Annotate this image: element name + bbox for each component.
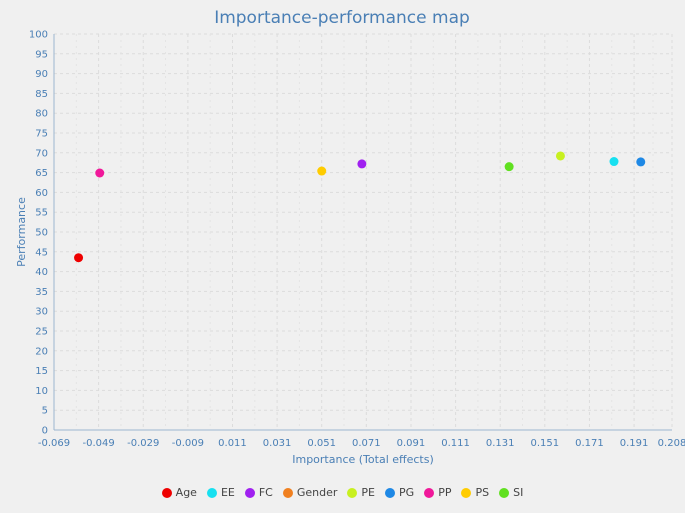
y-axis-title: Performance — [15, 197, 28, 267]
legend-item-pp[interactable]: PP — [424, 486, 451, 499]
legend-marker — [244, 487, 255, 498]
point-ee[interactable] — [609, 157, 619, 167]
x-tick-label: 0.151 — [531, 438, 560, 449]
legend-label: Gender — [296, 486, 338, 499]
x-tick-label: 0.031 — [263, 438, 292, 449]
y-tick-label: 65 — [35, 168, 48, 179]
scatter-chart: Importance-performance map 0 5 10 15 20 25 30 3… — [15, 8, 685, 466]
x-tick-label: 0.171 — [575, 438, 604, 449]
y-tick-label: 85 — [35, 89, 48, 100]
legend-marker — [499, 487, 510, 498]
y-tick-label: 55 — [35, 208, 48, 219]
legend-item-fc[interactable]: FC — [244, 486, 273, 499]
y-tick-label: 75 — [35, 129, 48, 140]
y-tick-label: 40 — [35, 267, 48, 278]
grid — [53, 33, 673, 431]
y-tick-label: 45 — [35, 247, 48, 258]
legend-item-age[interactable]: Age — [161, 486, 197, 499]
legend-marker — [206, 487, 217, 498]
legend-label: PE — [361, 486, 376, 499]
x-tick-label: 0.191 — [620, 438, 649, 449]
y-tick-label: 90 — [35, 69, 48, 80]
y-tick-label: 60 — [35, 188, 48, 199]
legend-item-pg[interactable]: PG — [385, 486, 414, 499]
y-tick-label: 25 — [35, 327, 48, 338]
x-tick-label: -0.029 — [127, 438, 159, 449]
x-tick-label: -0.069 — [38, 438, 70, 449]
x-tick-label: 0.131 — [486, 438, 515, 449]
y-tick-label: 50 — [35, 228, 48, 239]
legend-label: Age — [175, 486, 197, 499]
legend-marker — [424, 487, 435, 498]
x-tick-label: -0.009 — [172, 438, 204, 449]
point-ps[interactable] — [317, 166, 327, 176]
legend-label: PP — [438, 486, 452, 499]
point-fc[interactable] — [357, 159, 367, 169]
legend-marker — [347, 487, 358, 498]
x-tick-label: 0.011 — [218, 438, 247, 449]
legend-item-pe[interactable]: PE — [347, 486, 375, 499]
legend-label: SI — [513, 486, 524, 499]
legend-marker — [161, 487, 172, 498]
legend-item-ee[interactable]: EE — [206, 486, 235, 499]
y-tick-label: 95 — [35, 49, 48, 60]
chart-title: Importance-performance map — [214, 8, 470, 28]
point-pp[interactable] — [95, 168, 105, 178]
legend-label: PS — [475, 486, 490, 499]
y-tick-label: 0 — [42, 426, 48, 437]
x-tick-label: 0.071 — [352, 438, 381, 449]
x-tick-label: 0.111 — [441, 438, 470, 449]
y-tick-label: 20 — [35, 346, 48, 357]
y-tick-label: 100 — [29, 30, 48, 41]
x-tick-label: 0.051 — [307, 438, 336, 449]
x-tick-label: -0.049 — [82, 438, 114, 449]
x-axis-title: Importance (Total effects) — [292, 453, 434, 466]
y-tick-label: 10 — [35, 386, 48, 397]
legend-item-ps[interactable]: PS — [461, 486, 489, 499]
legend-label: FC — [258, 486, 273, 499]
legend: Age EE FC Gender PE PG PP PS SI — [0, 486, 685, 499]
y-tick-label: 30 — [35, 307, 48, 318]
x-tick-label: 0.208 — [658, 438, 685, 449]
y-tick-label: 80 — [35, 109, 48, 120]
legend-marker — [282, 487, 293, 498]
data-points — [74, 151, 646, 263]
point-pg[interactable] — [636, 157, 646, 167]
legend-label: PG — [399, 486, 415, 499]
y-tick-label: 5 — [42, 406, 48, 417]
legend-item-si[interactable]: SI — [499, 486, 523, 499]
legend-marker — [461, 487, 472, 498]
x-tick-label: 0.091 — [397, 438, 426, 449]
point-pe[interactable] — [555, 151, 565, 161]
legend-label: EE — [220, 486, 235, 499]
point-age[interactable] — [74, 253, 84, 263]
legend-marker — [385, 487, 396, 498]
tick-labels: 0 5 10 15 20 25 30 35 40 45 50 55 60 65 70 75 80 85 90 95 10… — [29, 30, 685, 450]
y-tick-label: 15 — [35, 366, 48, 377]
y-tick-label: 35 — [35, 287, 48, 298]
legend-item-gender[interactable]: Gender — [282, 486, 338, 499]
y-tick-label: 70 — [35, 148, 48, 159]
point-si[interactable] — [504, 162, 514, 172]
